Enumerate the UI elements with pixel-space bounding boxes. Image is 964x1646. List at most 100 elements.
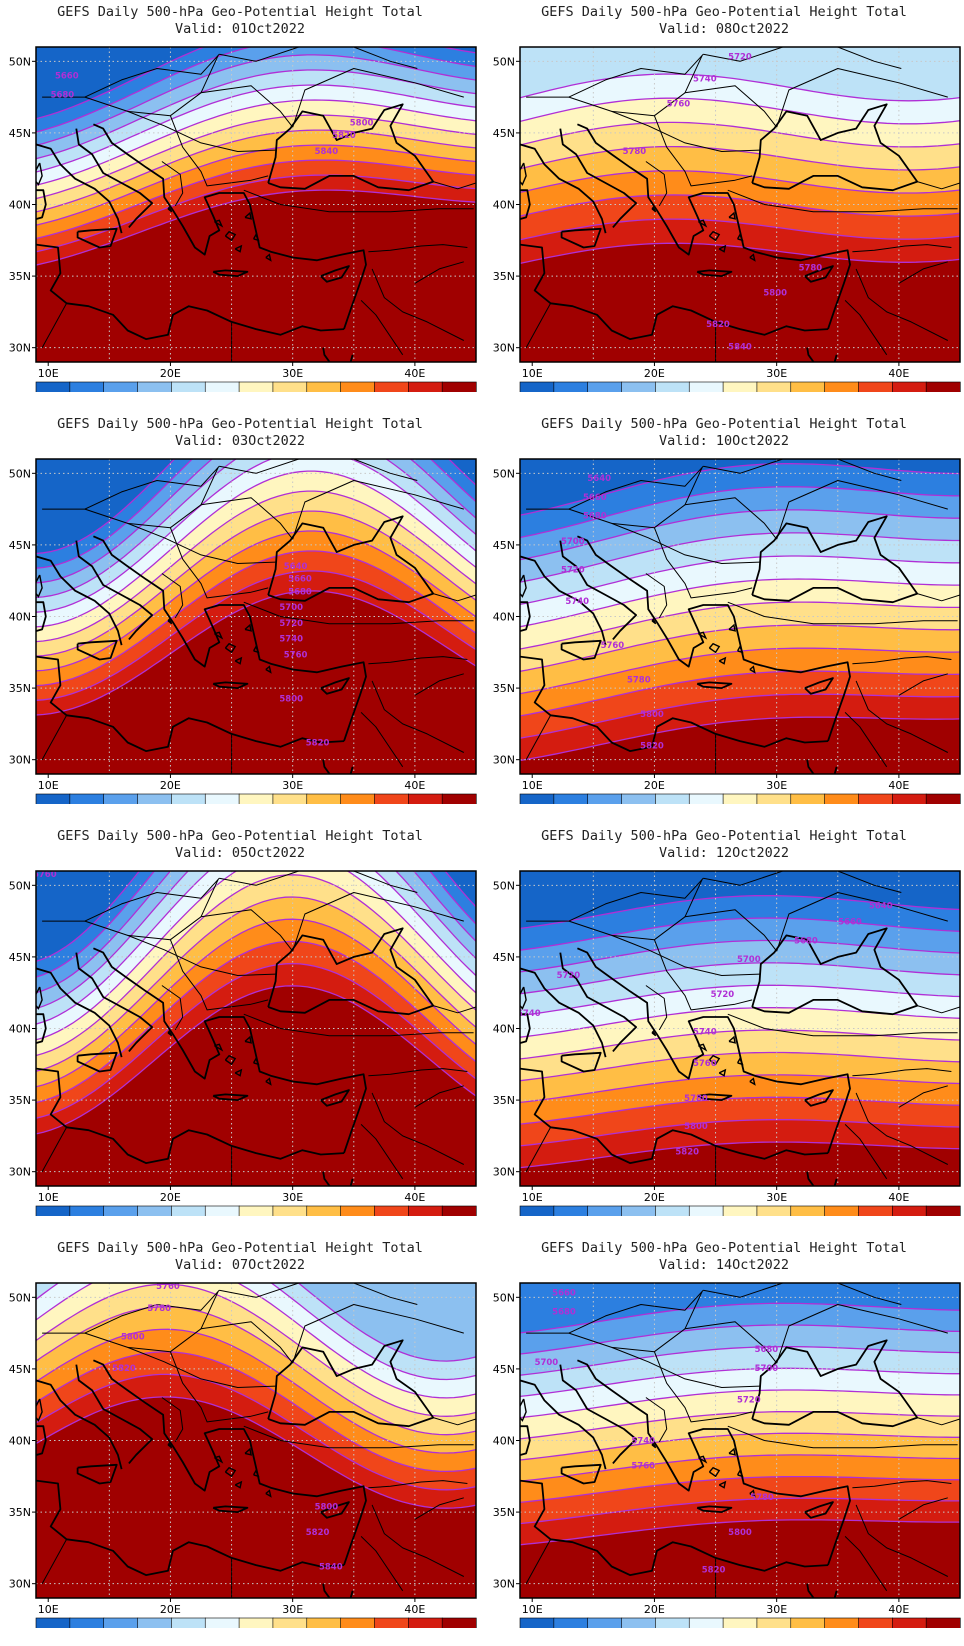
- lat-tick-label: 50N: [493, 1291, 515, 1304]
- coastline: [320, 1089, 350, 1107]
- colorbar-swatch: [408, 793, 443, 804]
- lat-tick-label: 30N: [493, 754, 515, 767]
- height-band: [520, 47, 960, 101]
- country-border: [41, 303, 68, 348]
- lon-tick-label: 30E: [282, 1603, 303, 1616]
- colorbar-swatch: [137, 381, 172, 392]
- country-border: [433, 593, 476, 602]
- country-border: [611, 909, 778, 952]
- country-border: [433, 1005, 476, 1014]
- country-border: [414, 1497, 464, 1520]
- colorbar-swatch: [756, 793, 792, 804]
- coastline: [267, 927, 435, 1016]
- contour-label: 5700: [755, 1364, 779, 1374]
- colorbar-swatch: [204, 1205, 240, 1216]
- coastline: [76, 1463, 118, 1485]
- country-border: [161, 1397, 184, 1443]
- map-canvas: 5640 5660 5680 5700 5720 5740 5760 5780 5800 5820…: [493, 458, 961, 804]
- coastline: [520, 1479, 829, 1576]
- coastline: [36, 555, 123, 646]
- lat-tick-label: 45N: [9, 539, 31, 552]
- contour-line: [520, 716, 960, 762]
- country-border: [568, 508, 760, 564]
- contour-line: [36, 871, 476, 1010]
- country-border: [243, 189, 474, 213]
- island-outline: [736, 645, 744, 654]
- contour-label: 5780: [750, 1493, 774, 1503]
- colorbar-swatch: [171, 793, 206, 804]
- island-outline: [736, 1057, 744, 1066]
- contour-label: 5820: [706, 320, 730, 330]
- colorbar-swatch: [238, 381, 274, 392]
- country-border: [368, 1480, 468, 1489]
- coastline: [696, 1505, 733, 1513]
- contour-label: 5720: [561, 565, 585, 575]
- lon-tick-label: 20E: [160, 367, 181, 380]
- colorbar-swatch: [587, 793, 623, 804]
- contour-line: [36, 159, 476, 240]
- island-outline: [718, 244, 727, 253]
- contour-line: [36, 1373, 476, 1491]
- contour-line: [520, 984, 960, 1017]
- country-border: [200, 879, 219, 918]
- colorbar-swatch: [103, 793, 139, 804]
- panel-title: GEFS Daily 500-hPa Geo-Potential Height …: [541, 4, 907, 20]
- colorbar-swatch: [892, 381, 927, 392]
- colorbar-swatch: [137, 793, 172, 804]
- island-outline: [224, 1054, 237, 1066]
- country-border: [371, 680, 465, 753]
- colorbar-swatch: [35, 381, 71, 392]
- island-outline: [520, 986, 527, 1010]
- island-outline: [520, 162, 527, 186]
- coastline: [36, 1067, 345, 1164]
- colorbar-swatch: [621, 1617, 656, 1628]
- country-border: [169, 527, 269, 599]
- contour-label: 5640: [587, 474, 611, 484]
- colorbar-swatch: [688, 381, 724, 392]
- coastline: [320, 677, 350, 695]
- colorbar-swatch: [892, 793, 927, 804]
- contour-line: [520, 578, 960, 628]
- island-outline: [36, 986, 43, 1010]
- lat-tick-label: 30N: [493, 1578, 515, 1591]
- country-border: [219, 47, 418, 69]
- country-border: [917, 1005, 960, 1014]
- coastline: [75, 1364, 153, 1464]
- coastline: [751, 515, 919, 604]
- colorbar-swatch: [408, 1205, 443, 1216]
- contour-line: [520, 73, 960, 102]
- lon-tick-label: 10E: [522, 1191, 543, 1204]
- country-border: [855, 680, 949, 753]
- colorbar-swatch: [858, 793, 893, 804]
- lat-tick-label: 45N: [493, 127, 515, 140]
- colorbar-swatch: [374, 793, 409, 804]
- map-panel: GEFS Daily 500-hPa Geo-Potential Height …: [484, 412, 964, 822]
- island-outline: [265, 1489, 272, 1498]
- colorbar-swatch: [408, 381, 443, 392]
- country-border: [852, 244, 952, 253]
- colorbar-swatch: [306, 381, 342, 392]
- island-outline: [252, 233, 260, 242]
- country-border: [917, 1417, 960, 1426]
- island-outline: [36, 162, 43, 186]
- coastline: [804, 1089, 834, 1107]
- contour-label: 5800: [684, 1122, 708, 1132]
- country-border: [684, 1291, 703, 1330]
- colorbar-swatch: [756, 381, 792, 392]
- colorbar: 5640566056805700572057405760578058005820…: [519, 381, 961, 392]
- map-panel: GEFS Daily 500-hPa Geo-Potential Height …: [0, 824, 480, 1234]
- colorbar-swatch: [103, 381, 139, 392]
- colorbar-swatch: [171, 1617, 206, 1628]
- contour-label: 5800: [350, 119, 374, 129]
- lon-tick-label: 30E: [766, 1603, 787, 1616]
- coastline: [560, 1463, 602, 1485]
- country-border: [653, 527, 753, 599]
- contour-label: 5760: [631, 1462, 655, 1472]
- lon-tick-label: 10E: [38, 1191, 59, 1204]
- colorbar-swatch: [340, 1205, 376, 1216]
- country-border: [898, 1497, 948, 1520]
- coastline: [751, 1339, 919, 1428]
- country-border: [161, 161, 184, 207]
- country-border: [414, 1085, 464, 1108]
- contour-label: 5720: [728, 53, 752, 63]
